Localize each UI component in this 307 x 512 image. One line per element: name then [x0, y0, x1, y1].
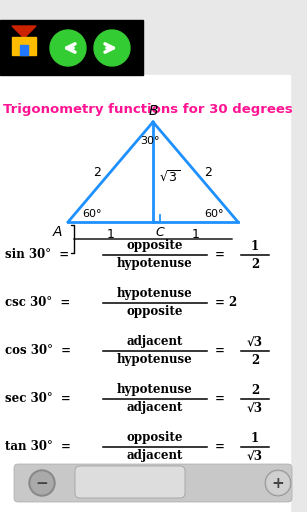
Circle shape	[50, 30, 86, 66]
Text: =: =	[215, 345, 225, 357]
Text: adjacent: adjacent	[127, 335, 183, 349]
Text: 2: 2	[251, 258, 259, 270]
Text: 2: 2	[204, 165, 212, 179]
Bar	[12, 37, 36, 55]
FancyBboxPatch shape	[75, 466, 185, 498]
Text: 30°: 30°	[140, 136, 160, 146]
Text: hypotenuse: hypotenuse	[117, 383, 193, 396]
Text: √3: √3	[247, 401, 263, 415]
Bar	[20, 45, 28, 55]
Text: =: =	[215, 248, 225, 262]
Bar	[0, 20, 143, 75]
Polygon shape	[12, 26, 36, 38]
Circle shape	[29, 470, 55, 496]
Text: $C$: $C$	[155, 226, 166, 239]
Text: = 2: = 2	[215, 296, 237, 309]
Bar	[0, 75, 290, 512]
Text: 60°: 60°	[204, 209, 224, 219]
Text: √3: √3	[247, 450, 263, 462]
Text: opposite: opposite	[127, 240, 183, 252]
Text: 1: 1	[192, 228, 200, 241]
Text: hypotenuse: hypotenuse	[117, 288, 193, 301]
Text: √3: √3	[247, 335, 263, 349]
Text: Trigonometry functions for 30 degrees: Trigonometry functions for 30 degrees	[3, 103, 293, 116]
Text: 60°: 60°	[82, 209, 102, 219]
Text: +: +	[272, 476, 284, 490]
Circle shape	[94, 30, 130, 66]
Text: cos 30°  =: cos 30° =	[5, 345, 71, 357]
Text: $B$: $B$	[148, 104, 158, 118]
Text: 2: 2	[251, 383, 259, 396]
Text: =: =	[215, 393, 225, 406]
Text: adjacent: adjacent	[127, 450, 183, 462]
Circle shape	[265, 470, 291, 496]
Text: =: =	[215, 440, 225, 454]
Text: sin 30°  =: sin 30° =	[5, 248, 69, 262]
Text: hypotenuse: hypotenuse	[117, 353, 193, 367]
Text: 2: 2	[94, 165, 102, 179]
Text: 2: 2	[251, 353, 259, 367]
Text: $A$: $A$	[52, 225, 63, 239]
Text: sec 30°  =: sec 30° =	[5, 393, 71, 406]
Circle shape	[267, 472, 289, 494]
Text: $\sqrt{3}$: $\sqrt{3}$	[159, 169, 180, 185]
Text: csc 30°  =: csc 30° =	[5, 296, 70, 309]
Text: tan 30°  =: tan 30° =	[5, 440, 71, 454]
Text: adjacent: adjacent	[127, 401, 183, 415]
Text: −: −	[36, 476, 49, 490]
Text: opposite: opposite	[127, 432, 183, 444]
Text: 1: 1	[251, 432, 259, 444]
FancyBboxPatch shape	[14, 464, 292, 502]
Text: 1: 1	[107, 228, 115, 241]
Text: opposite: opposite	[127, 306, 183, 318]
Text: 1: 1	[251, 240, 259, 252]
Text: hypotenuse: hypotenuse	[117, 258, 193, 270]
Circle shape	[31, 472, 53, 494]
